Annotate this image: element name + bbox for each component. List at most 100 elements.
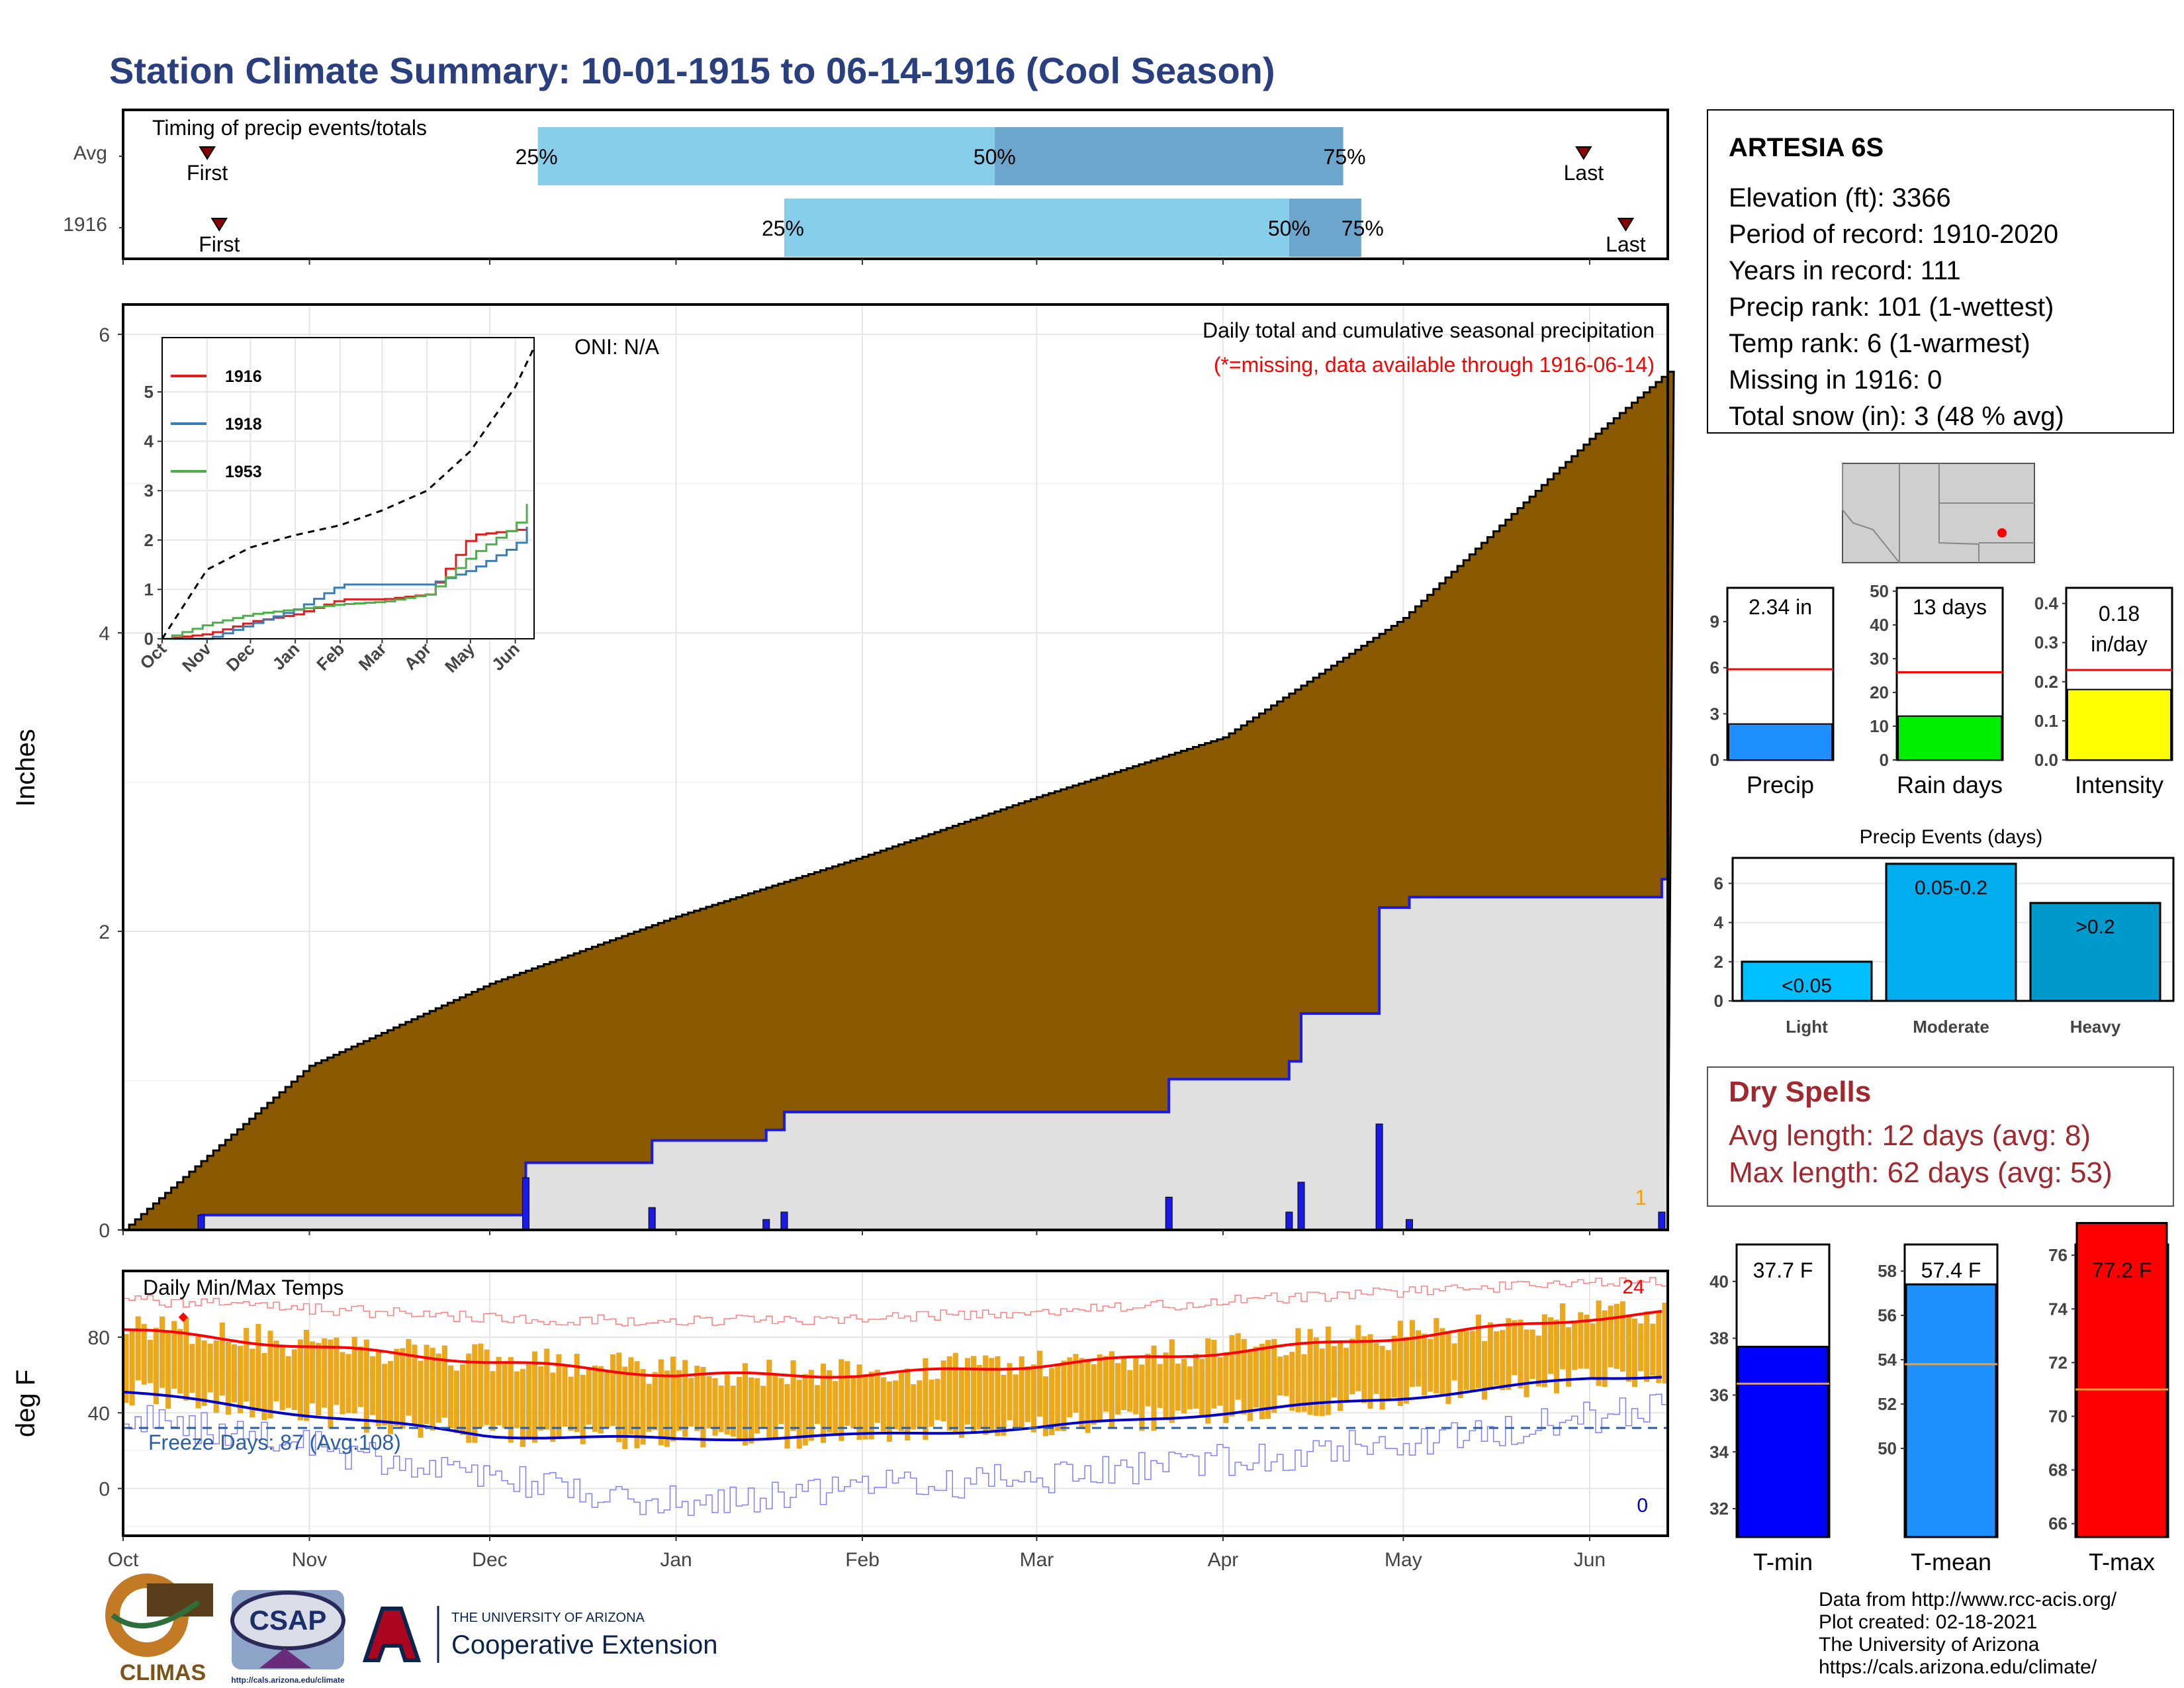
daily-temp-bar — [213, 1340, 219, 1413]
stat-bar-value: 0.18 — [2099, 602, 2140, 626]
daily-temp-bar — [670, 1356, 676, 1442]
daily-temp-bar — [1560, 1303, 1566, 1370]
daily-temp-bar — [1524, 1329, 1529, 1397]
precip-ytick: 0 — [99, 1220, 110, 1242]
daily-temp-bar — [1547, 1317, 1553, 1374]
daily-temp-bar — [340, 1352, 345, 1415]
daily-temp-bar — [1541, 1314, 1547, 1387]
daily-temp-bar — [1097, 1354, 1103, 1421]
daily-temp-bar — [1506, 1318, 1512, 1390]
daily-temp-bar — [1247, 1350, 1253, 1421]
temp-stat-bars: 37.7 F 32 34 36 38 40 T-min 57.4 F 50 52 54 56 58 T-m… — [1709, 1222, 2169, 1575]
daily-temp-bar — [369, 1356, 375, 1415]
daily-temp-bar — [1338, 1342, 1343, 1411]
season-stat-bars: 2.34 in 0 3 6 9 Precip 13 days 0 10 20 30 40 50 Rain … — [1710, 581, 2173, 798]
daily-temp-bar — [496, 1356, 502, 1426]
event-bar-label: 0.05-0.2 — [1915, 877, 1987, 899]
precip-panel: Daily total and cumulative seasonal prec… — [11, 303, 1675, 1242]
daily-temp-bar — [730, 1385, 736, 1437]
temp-ytick: 80 — [88, 1327, 110, 1349]
month-tick: Mar — [1020, 1549, 1054, 1571]
daily-precip-bar — [1658, 1211, 1666, 1231]
climas-logo: CLIMAS — [105, 1573, 213, 1685]
daily-temp-bar — [207, 1343, 213, 1393]
inset-legend-label: 1953 — [225, 463, 262, 481]
daily-temp-bar — [1343, 1348, 1349, 1403]
csap-logo: CSAP http://cals.arizona.edu/climate — [230, 1590, 345, 1685]
daily-temp-bar — [610, 1354, 616, 1427]
daily-temp-bar — [550, 1372, 556, 1442]
daily-temp-bar — [484, 1349, 490, 1425]
page-title: Station Climate Summary: 10-01-1915 to 0… — [109, 50, 1275, 91]
daily-temp-bar — [802, 1374, 808, 1446]
daily-temp-bar — [1475, 1314, 1481, 1388]
daily-precip-bar — [1165, 1196, 1173, 1231]
temp-ylabel: deg F — [11, 1370, 40, 1437]
daily-temp-bar — [1379, 1346, 1385, 1410]
event-bar-label: >0.2 — [2075, 916, 2115, 938]
daily-temp-bar — [418, 1360, 424, 1438]
daily-temp-bar — [153, 1327, 159, 1405]
month-tick: Oct — [108, 1549, 139, 1571]
daily-temp-bar — [1403, 1336, 1409, 1404]
daily-temp-bar — [460, 1364, 466, 1435]
daily-temp-bar — [1283, 1355, 1289, 1396]
daily-temp-bar — [977, 1364, 983, 1430]
inset-ytick: 3 — [144, 481, 154, 500]
temp-bar-ytick: 70 — [2048, 1407, 2068, 1427]
daily-temp-bar — [159, 1316, 165, 1388]
daily-temp-bar — [604, 1370, 610, 1428]
record-high-marker — [178, 1312, 188, 1322]
dry-spells-title: Dry Spells — [1729, 1076, 1871, 1108]
year-cumulative-area — [123, 879, 1668, 1230]
temp-bar-ytick: 32 — [1709, 1499, 1729, 1519]
daily-precip-bar — [1297, 1182, 1305, 1231]
daily-temp-bar — [1079, 1358, 1085, 1430]
daily-temp-bar — [640, 1369, 646, 1445]
daily-temp-bar — [923, 1358, 929, 1440]
daily-temp-bar — [1619, 1301, 1625, 1372]
daily-temp-bar — [1494, 1331, 1500, 1386]
daily-temp-bar — [766, 1360, 772, 1440]
daily-temp-bar — [544, 1348, 550, 1430]
daily-temp-bar — [556, 1354, 562, 1438]
daily-temp-bar — [778, 1378, 784, 1425]
inset-series-line — [162, 526, 528, 640]
temp-bar-ytick: 40 — [1709, 1272, 1729, 1291]
daily-temp-bar — [255, 1323, 261, 1411]
daily-temp-bar — [195, 1336, 201, 1409]
daily-temp-bar — [827, 1370, 833, 1433]
event-bar-label: <0.05 — [1782, 975, 1832, 997]
month-tick: Jun — [1574, 1549, 1606, 1571]
daily-temp-bar — [1644, 1311, 1650, 1382]
daily-temp-bar — [1295, 1328, 1301, 1413]
daily-precip-bar — [762, 1219, 770, 1231]
daily-temp-bar — [868, 1372, 874, 1440]
daily-temp-bar — [123, 1334, 129, 1403]
daily-precip-bar — [648, 1207, 656, 1231]
daily-temp-bar — [1535, 1335, 1541, 1387]
temp-bar-label: T-min — [1753, 1548, 1813, 1575]
daily-temp-bar — [664, 1370, 670, 1447]
ua-logo: THE UNIVERSITY OF ARIZONA Cooperative Ex… — [362, 1606, 717, 1663]
temp-bar-label: T-mean — [1911, 1548, 1991, 1575]
daily-temp-bar — [1091, 1364, 1097, 1425]
record-high-count: 24 — [1622, 1276, 1644, 1298]
daily-temp-bar — [201, 1340, 207, 1406]
inset-series-line — [162, 504, 528, 640]
stat-bar-ytick: 9 — [1710, 612, 1719, 632]
daily-temp-bar — [394, 1348, 400, 1427]
inset-series-line — [162, 527, 528, 640]
climas-logo-text: CLIMAS — [120, 1660, 206, 1685]
timing-q50-label: 50% — [974, 145, 1016, 169]
daily-temp-bar — [1115, 1363, 1121, 1415]
timing-q25-label: 25% — [762, 216, 804, 240]
station-info-line: Period of record: 1910-2020 — [1729, 220, 2058, 249]
daily-temp-bar — [796, 1380, 802, 1449]
daily-temp-bar — [754, 1378, 760, 1434]
daily-precip-bar — [780, 1211, 788, 1231]
daily-temp-bar — [267, 1331, 273, 1419]
daily-temp-bar — [1439, 1328, 1445, 1395]
year-cumulative-line — [123, 878, 1668, 1231]
daily-temp-bar — [1169, 1339, 1175, 1423]
